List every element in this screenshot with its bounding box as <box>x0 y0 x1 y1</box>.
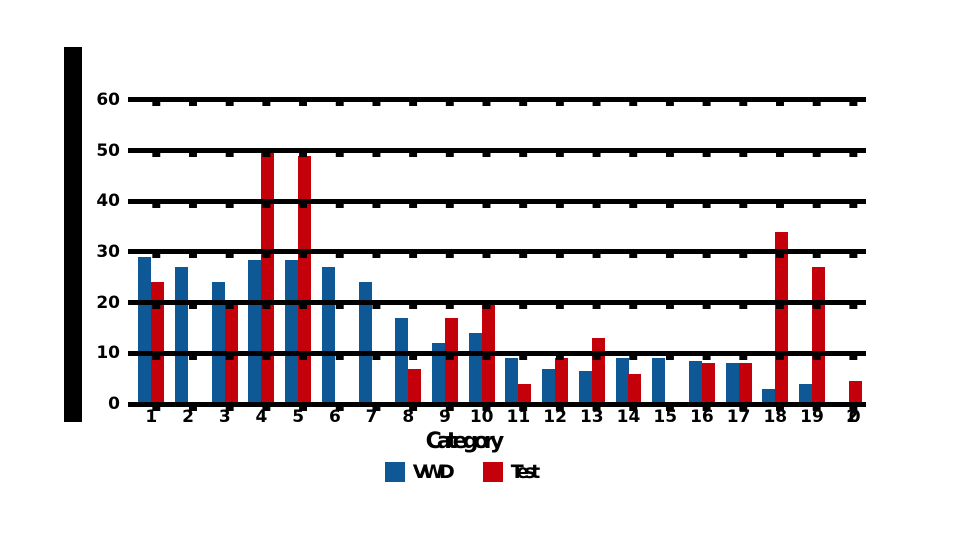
x-axis-label-row: Category <box>0 429 925 454</box>
x-tick-label-3: 3 <box>218 407 231 427</box>
x-tick-label-2: 2 <box>182 407 194 427</box>
legend-swatch-series1-icon <box>384 462 405 482</box>
category-cell-13: 13 <box>573 100 610 427</box>
category-cell-8: 8 <box>390 100 427 427</box>
y-tick-label-60: 60 <box>96 89 120 110</box>
category-cell-19: 19 <box>794 100 831 427</box>
bar-vwd-cat8 <box>395 317 409 404</box>
bar-test-cat17 <box>738 363 752 404</box>
bar-test-cat11 <box>518 383 532 404</box>
bar-vwd-cat18 <box>762 388 776 404</box>
x-tick-label-19: 19 <box>800 407 824 427</box>
category-cell-3: 3 <box>206 100 243 427</box>
x-tick-label-13: 13 <box>579 407 604 427</box>
x-tick-label-4: 4 <box>255 407 268 427</box>
plot-area: 1 2 3 4 5 6 7 8 9 10 11 12 13 14 15 16 17 18 19 20 <box>133 100 867 427</box>
bar-test-cat18 <box>775 231 789 404</box>
x-tick-label-20: 20 <box>846 407 860 427</box>
category-cell-5: 5 <box>280 100 317 427</box>
bar-vwd-cat7 <box>358 282 372 404</box>
category-cell-11: 11 <box>500 100 537 427</box>
category-cell-1: 1 <box>133 100 170 427</box>
x-tick-label-16: 16 <box>690 407 714 427</box>
category-cell-15: 15 <box>647 100 684 427</box>
x-tick-label-6: 6 <box>328 407 341 427</box>
legend-label-series1: VWD <box>412 461 455 483</box>
category-cell-20: 20 <box>830 100 867 427</box>
category-cell-10: 10 <box>463 100 500 427</box>
y-tick-label-30: 30 <box>96 241 120 262</box>
category-cell-17: 17 <box>720 100 757 427</box>
x-tick-label-17: 17 <box>726 407 751 427</box>
x-tick-label-15: 15 <box>653 407 678 427</box>
x-tick-label-12: 12 <box>543 407 567 427</box>
x-axis-label: Category <box>425 429 505 454</box>
bar-vwd-cat19 <box>799 383 813 404</box>
bar-vwd-cat14 <box>615 358 629 404</box>
bar-test-cat4 <box>261 148 275 404</box>
bar-test-cat3 <box>224 305 238 404</box>
category-cell-12: 12 <box>537 100 574 427</box>
bar-test-cat19 <box>812 267 825 404</box>
legend: VWD Test <box>0 461 925 483</box>
bar-vwd-cat15 <box>652 358 666 404</box>
legend-swatch-series2-icon <box>482 462 503 482</box>
bar-test-cat5 <box>298 155 312 404</box>
bar-test-cat20 <box>848 381 862 404</box>
y-tick-label-50: 50 <box>96 140 120 161</box>
bar-vwd-cat6 <box>321 267 335 404</box>
bar-test-cat13 <box>591 338 605 404</box>
x-tick-label-1: 1 <box>145 407 158 427</box>
bar-test-cat8 <box>408 368 422 404</box>
bar-vwd-cat4 <box>248 259 262 404</box>
y-tick-label-0: 0 <box>108 394 120 414</box>
bar-vwd-cat3 <box>211 282 225 404</box>
category-cell-16: 16 <box>684 100 721 427</box>
bar-test-cat9 <box>444 317 458 404</box>
bar-vwd-cat11 <box>505 358 519 404</box>
bar-vwd-cat5 <box>285 259 299 404</box>
y-tick-label-10: 10 <box>96 343 120 364</box>
legend-item-series1: VWD <box>384 461 455 483</box>
bar-test-cat1 <box>151 282 165 404</box>
category-cell-18: 18 <box>757 100 794 427</box>
bar-vwd-cat9 <box>431 343 445 404</box>
bar-test-cat12 <box>555 358 569 404</box>
bar-vwd-cat2 <box>175 267 189 404</box>
legend-item-series2: Test <box>482 461 541 483</box>
bar-vwd-cat12 <box>542 368 556 404</box>
category-cell-4: 4 <box>243 100 280 427</box>
x-tick-label-9: 9 <box>439 407 451 427</box>
legend-label-series2: Test <box>510 461 541 483</box>
bar-vwd-cat1 <box>138 257 152 404</box>
bar-test-cat14 <box>628 373 642 404</box>
category-cell-14: 14 <box>610 100 647 427</box>
bar-vwd-cat10 <box>468 333 482 404</box>
bar-test-cat10 <box>481 305 495 404</box>
bar-vwd-cat17 <box>725 363 739 404</box>
x-tick-label-11: 11 <box>506 407 531 427</box>
category-cell-2: 2 <box>170 100 207 427</box>
bar-vwd-cat16 <box>688 360 702 404</box>
x-tick-label-18: 18 <box>763 407 788 427</box>
x-tick-label-14: 14 <box>616 407 641 427</box>
category-cell-7: 7 <box>353 100 390 427</box>
x-tick-label-10: 10 <box>469 407 494 427</box>
bar-test-cat16 <box>701 363 715 404</box>
x-tick-label-8: 8 <box>402 407 415 427</box>
y-axis-spine <box>64 47 82 422</box>
bar-vwd-cat13 <box>578 371 592 404</box>
y-tick-label-40: 40 <box>96 191 120 212</box>
y-tick-label-20: 20 <box>96 292 120 313</box>
category-cell-9: 9 <box>427 100 464 427</box>
x-tick-label-5: 5 <box>292 407 305 427</box>
category-cell-6: 6 <box>317 100 354 427</box>
x-tick-label-7: 7 <box>365 407 378 427</box>
